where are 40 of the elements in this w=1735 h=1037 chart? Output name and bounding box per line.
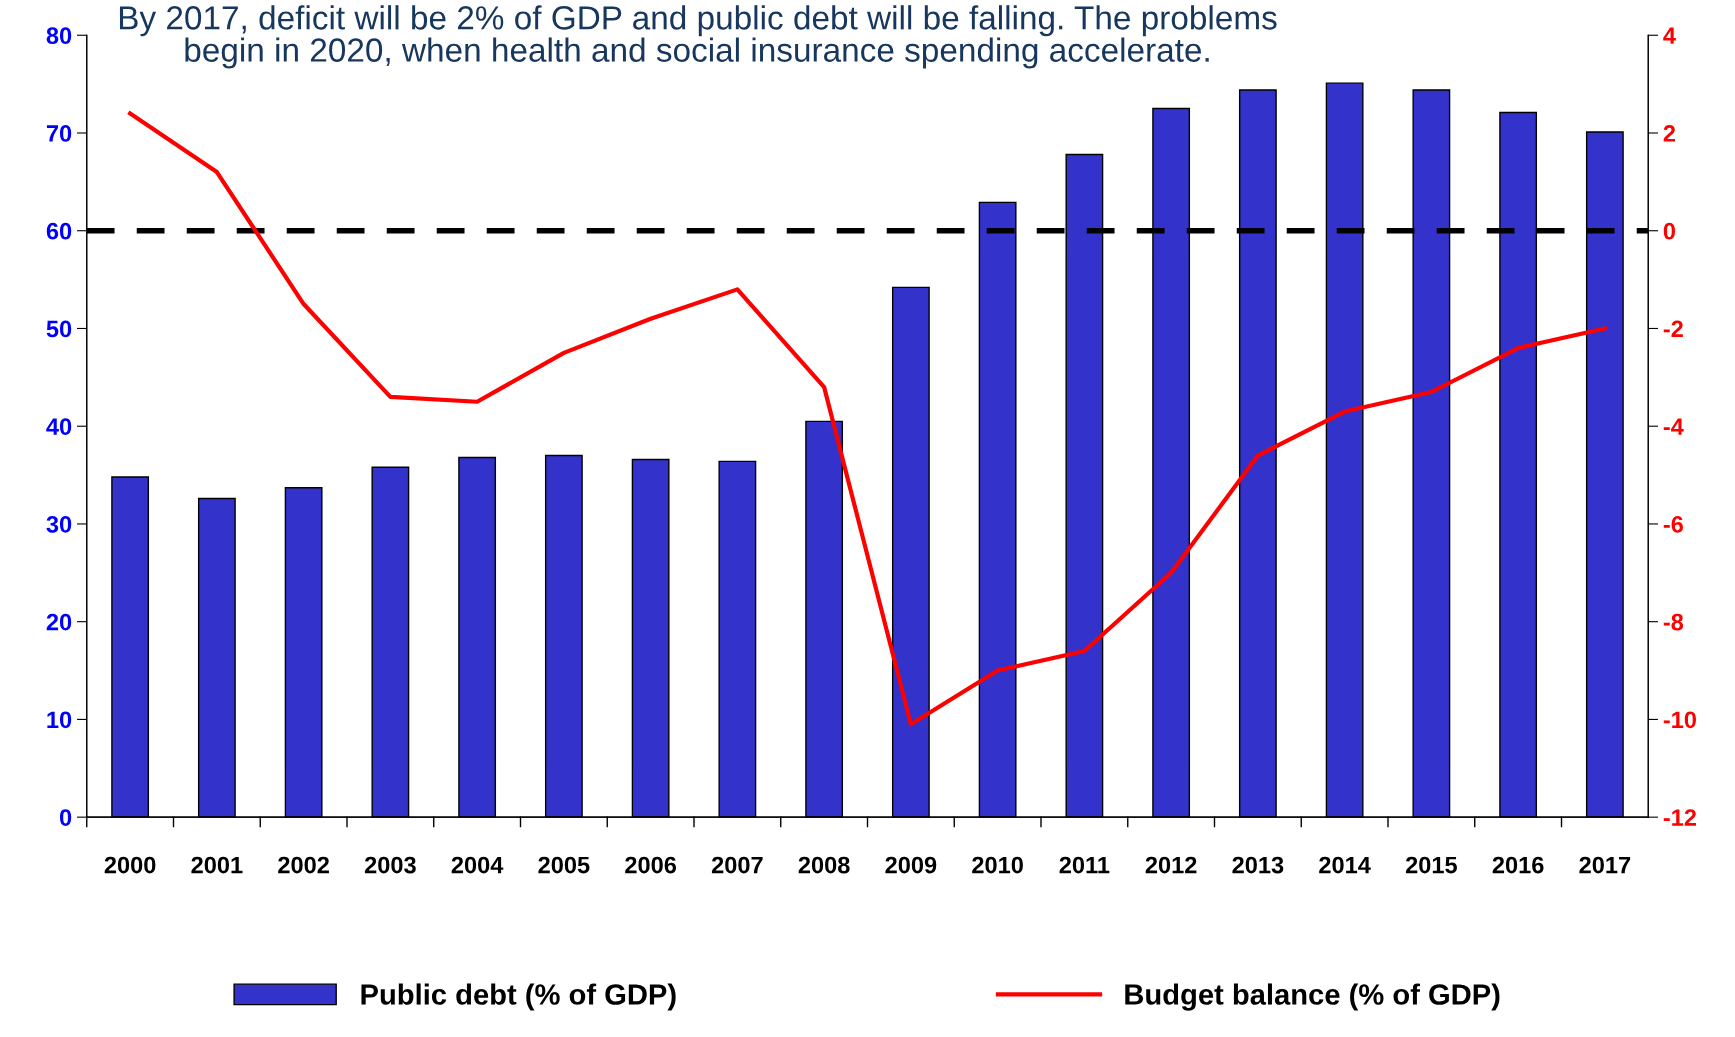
x-tick-label: 2016	[1492, 856, 1544, 874]
line-series	[128, 111, 1607, 727]
y-tick-label: 60	[46, 222, 72, 240]
y-tick-label: 30	[46, 516, 72, 533]
x-tick-label: 2013	[1232, 856, 1284, 874]
y-tick-label: 10	[47, 711, 72, 729]
x-tick-label: 2006	[625, 856, 677, 874]
x-tick-label: 2003	[364, 856, 416, 874]
legend-label: Budget balance (% of GDP)	[1125, 983, 1500, 1011]
y2-tick-label: -12	[1663, 809, 1697, 826]
y2-tick-label: 0	[1663, 222, 1675, 240]
y2-tick-label: 4	[1663, 27, 1676, 44]
y2-tick-label: -4	[1663, 418, 1684, 435]
x-tick-label: 2014	[1319, 856, 1371, 874]
x-tick-label: 2009	[885, 856, 937, 874]
y2-tick-label: -10	[1663, 711, 1696, 729]
y2-tick-label: -2	[1663, 320, 1683, 338]
y-tick-label: 40	[46, 418, 72, 435]
x-tick-label: 2010	[972, 856, 1023, 874]
x-tick-label: 2017	[1579, 856, 1631, 874]
x-tick-label: 2002	[278, 856, 329, 874]
legend-label: Public debt (% of GDP)	[361, 983, 676, 1011]
x-tick-label: 2005	[538, 856, 590, 874]
x-tick-label: 2015	[1405, 856, 1457, 874]
y2-tick-label: 2	[1663, 125, 1676, 142]
x-tick-label: 2011	[1059, 856, 1110, 874]
chart-title: By 2017, deficit will be 2% of GDP and public debt will be falling. The problems begin in 2020, when health and social insurance spending accelerate.	[119, 5, 1277, 69]
x-tick-label: 2000	[104, 856, 156, 874]
y-tick-label: 70	[46, 125, 72, 142]
x-tick-label: 2012	[1145, 856, 1197, 874]
y2-tick-label: -6	[1663, 516, 1683, 533]
x-tick-label: 2008	[798, 856, 850, 874]
x-tick-label: 2001	[191, 856, 243, 874]
x-tick-label: 2004	[451, 856, 504, 874]
y2-tick-label: -8	[1663, 613, 1684, 631]
x-tick-label: 2007	[711, 856, 763, 874]
y-tick-label: 80	[46, 27, 72, 45]
y-tick-label: 50	[46, 320, 72, 338]
y-tick-label: 20	[46, 613, 72, 631]
y-tick-label: 0	[59, 809, 72, 826]
